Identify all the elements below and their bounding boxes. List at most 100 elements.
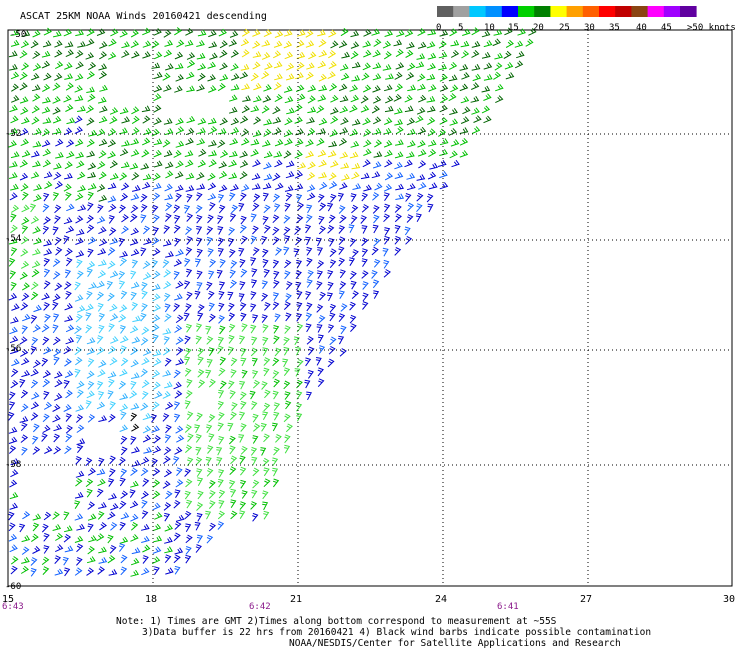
wind-barb <box>185 27 194 36</box>
wind-barb <box>42 83 51 92</box>
wind-barb <box>495 95 504 104</box>
wind-barb <box>197 369 205 378</box>
wind-barb <box>340 303 348 312</box>
wind-barb <box>152 381 161 390</box>
wind-barb <box>448 61 458 70</box>
wind-barb <box>393 93 402 102</box>
wind-barb <box>263 29 273 38</box>
wind-barb <box>165 251 174 258</box>
wind-barb <box>86 337 96 345</box>
wind-barb <box>428 84 437 92</box>
wind-barb <box>239 510 246 519</box>
wind-barb <box>382 64 392 71</box>
wind-barb <box>131 423 140 432</box>
wind-barb <box>87 183 97 190</box>
wind-barb <box>74 535 84 543</box>
wind-barb <box>153 28 162 36</box>
wind-barb <box>9 270 17 280</box>
wind-barb <box>119 148 129 157</box>
wind-barb <box>74 126 83 134</box>
wind-barb <box>20 422 28 431</box>
wind-barb <box>142 40 152 48</box>
wind-barb <box>140 402 149 411</box>
wind-barb <box>77 171 86 180</box>
wind-barb <box>77 444 84 454</box>
wind-barb <box>208 159 217 168</box>
wind-barb <box>296 412 303 422</box>
wind-barb <box>20 302 29 311</box>
lat-label-54: -54 <box>5 234 21 244</box>
wind-barb <box>187 433 194 442</box>
wind-barb <box>208 480 216 489</box>
wind-barb <box>42 336 50 346</box>
wind-barb <box>417 83 426 91</box>
wind-barb <box>261 39 271 47</box>
wind-barb <box>187 59 196 68</box>
wind-barb <box>175 193 182 202</box>
wind-barb <box>319 291 326 301</box>
wind-barb <box>153 435 161 444</box>
wind-barb <box>21 150 31 158</box>
wind-barb <box>306 184 316 192</box>
wind-barb <box>197 63 207 71</box>
wind-barb <box>152 523 162 532</box>
wind-barb <box>142 434 152 443</box>
wind-barb <box>241 28 250 37</box>
wind-barb <box>130 513 139 522</box>
wind-barb <box>283 380 291 390</box>
wind-barb <box>284 138 293 146</box>
wind-barb <box>75 313 83 323</box>
wind-barb <box>406 214 414 223</box>
wind-barb <box>10 347 19 355</box>
wind-barb <box>239 224 247 234</box>
wind-barb <box>10 247 18 257</box>
wind-barb <box>173 499 181 509</box>
wind-barb <box>273 151 283 158</box>
wind-barb <box>86 86 95 93</box>
wind-barb <box>459 83 469 92</box>
wind-barb <box>195 205 203 214</box>
wind-barb <box>262 216 269 225</box>
wind-barb <box>272 357 280 367</box>
wind-barb <box>21 546 30 555</box>
wind-barb <box>327 150 337 158</box>
legend-swatch <box>631 6 648 17</box>
wind-barb <box>208 41 218 49</box>
wind-barb <box>8 411 15 421</box>
wind-barb <box>274 94 283 103</box>
wind-barb <box>42 425 51 434</box>
wind-barb <box>261 280 269 289</box>
wind-barb <box>131 185 141 192</box>
wind-barb <box>218 367 226 377</box>
wind-barb <box>230 510 238 520</box>
wind-barb <box>194 521 201 531</box>
wind-barb <box>52 324 59 334</box>
wind-barb <box>119 368 128 377</box>
wind-barb <box>218 171 228 179</box>
wind-barb <box>52 414 61 423</box>
wind-barb <box>130 29 139 38</box>
wind-barb <box>20 565 29 574</box>
wind-barb <box>394 71 403 80</box>
wind-barb <box>42 40 52 48</box>
wind-barb <box>263 367 270 377</box>
wind-barb <box>372 224 379 234</box>
wind-barb <box>360 215 367 224</box>
wind-barb <box>206 467 214 477</box>
wind-barb <box>30 412 39 421</box>
wind-barb <box>98 557 108 564</box>
wind-barb <box>384 149 393 158</box>
wind-barb <box>427 28 437 36</box>
wind-barb <box>483 115 492 124</box>
wind-barb <box>175 314 184 324</box>
wind-barb <box>96 533 105 542</box>
lon-label-30: 30 <box>723 594 735 605</box>
wind-barb <box>44 181 53 189</box>
wind-barb <box>318 84 328 92</box>
wind-barb <box>284 259 292 269</box>
wind-barb <box>294 183 304 191</box>
wind-barb <box>107 534 114 544</box>
wind-barb <box>272 226 280 236</box>
wind-barb <box>197 73 206 82</box>
wind-barb <box>77 185 86 192</box>
